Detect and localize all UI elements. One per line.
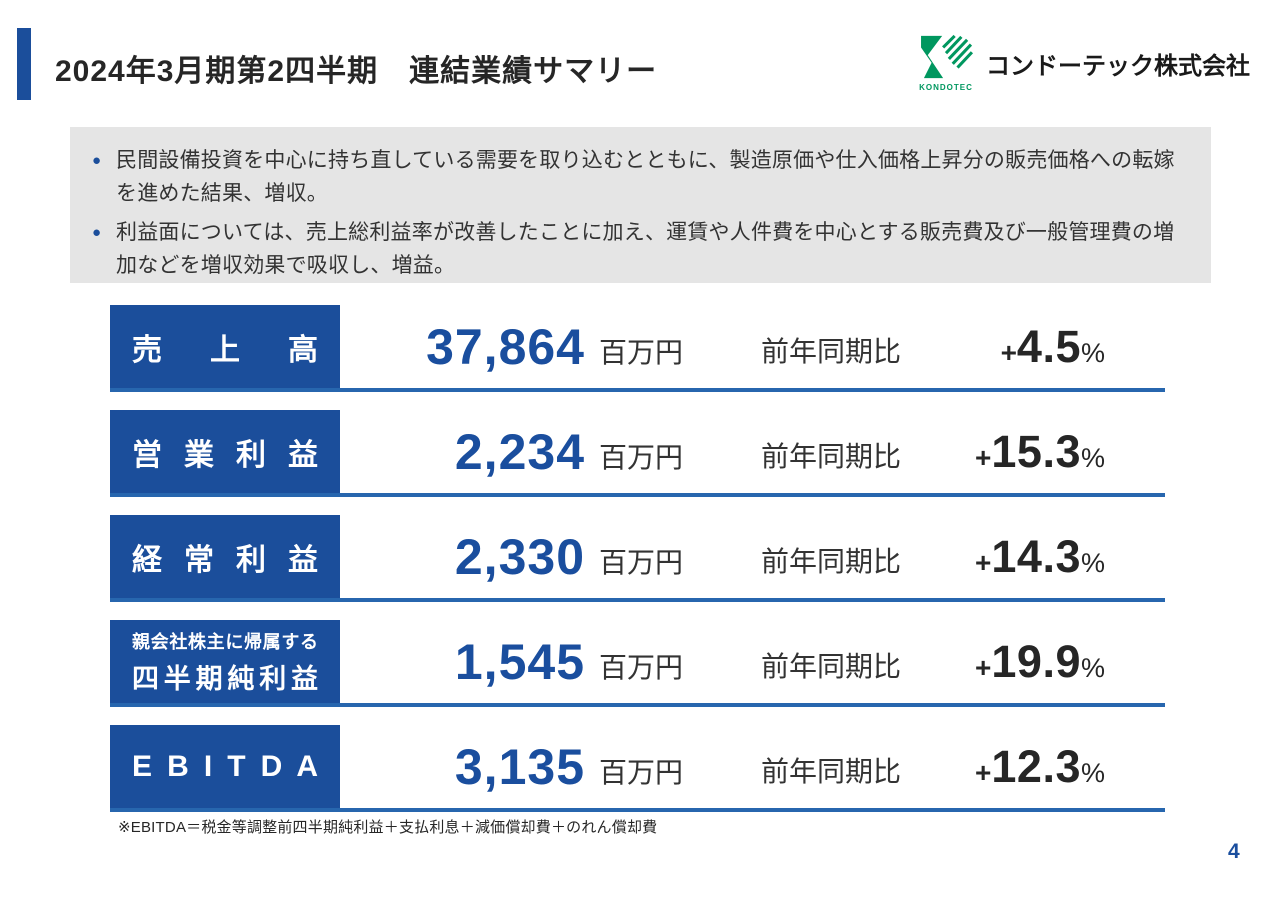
yoy-value-group: +12.3% xyxy=(901,741,1165,793)
yoy-value: 15.3 xyxy=(991,425,1081,477)
metric-main: 3,135 百万円 前年同期比 +12.3% xyxy=(340,725,1165,808)
title-accent-bar xyxy=(17,28,31,100)
summary-bullet-2: ● 利益面については、売上総利益率が改善したことに加え、運賃や人件費を中心とする… xyxy=(92,216,1189,282)
metric-unit: 百万円 xyxy=(599,336,684,368)
metric-label-text: 営 業 利 益 xyxy=(132,438,318,472)
slide-header: 2024年3月期第2四半期 連結業績サマリー KONDOTEC コンドーテック株… xyxy=(0,0,1280,110)
yoy-value-group: +15.3% xyxy=(901,426,1165,478)
summary-bullet-text: 利益面については、売上総利益率が改善したことに加え、運賃や人件費を中心とする販売… xyxy=(116,221,1175,277)
yoy-unit: % xyxy=(1080,757,1105,788)
metric-row-operating-income: 営 業 利 益 2,234 百万円 前年同期比 +15.3% xyxy=(110,410,1165,497)
metric-unit: 百万円 xyxy=(599,651,684,683)
metric-label-line1: 親会社株主に帰属する xyxy=(132,631,318,652)
metric-row-net-sales: 売 上 高 37,864 百万円 前年同期比 +4.5% xyxy=(110,305,1165,392)
yoy-sign: + xyxy=(1000,336,1017,368)
yoy-label: 前年同期比 xyxy=(761,650,902,682)
metric-row-ordinary-income: 経 常 利 益 2,330 百万円 前年同期比 +14.3% xyxy=(110,515,1165,602)
yoy-label: 前年同期比 xyxy=(761,545,902,577)
ebitda-footnote: ※EBITDA＝税金等調整前四半期純利益＋支払利息＋減価償却費＋のれん償却費 xyxy=(118,819,658,836)
yoy-value: 14.3 xyxy=(991,530,1081,582)
yoy-value: 12.3 xyxy=(991,740,1081,792)
metric-main: 1,545 百万円 前年同期比 +19.9% xyxy=(340,620,1165,703)
metric-label: 親会社株主に帰属する 四半期純利益 xyxy=(110,620,340,703)
metric-row-ebitda: E B I T D A 3,135 百万円 前年同期比 +12.3% xyxy=(110,725,1165,812)
page-number: 4 xyxy=(1228,840,1240,863)
metric-value: 2,234 xyxy=(454,423,585,480)
metric-label-line2: 四半期純利益 xyxy=(132,663,318,694)
yoy-value-group: +14.3% xyxy=(901,531,1165,583)
bullet-icon: ● xyxy=(92,224,102,241)
kondotec-k-icon: KONDOTEC xyxy=(914,34,978,92)
yoy-unit: % xyxy=(1080,442,1105,473)
bullet-icon: ● xyxy=(92,152,102,169)
yoy-sign: + xyxy=(975,756,992,788)
summary-bullet-1: ● 民間設備投資を中心に持ち直している需要を取り込むとともに、製造原価や仕入価格… xyxy=(92,144,1189,210)
metric-label-text: E B I T D A xyxy=(132,749,318,783)
yoy-sign: + xyxy=(975,651,992,683)
yoy-label: 前年同期比 xyxy=(761,335,902,367)
metric-label: 営 業 利 益 xyxy=(110,410,340,493)
yoy-sign: + xyxy=(975,546,992,578)
metric-unit: 百万円 xyxy=(599,756,684,788)
yoy-sign: + xyxy=(975,441,992,473)
metric-unit: 百万円 xyxy=(599,546,684,578)
yoy-unit: % xyxy=(1080,547,1105,578)
yoy-value-group: +19.9% xyxy=(901,636,1165,688)
metric-main: 2,234 百万円 前年同期比 +15.3% xyxy=(340,410,1165,493)
yoy-label: 前年同期比 xyxy=(761,440,902,472)
metric-main: 37,864 百万円 前年同期比 +4.5% xyxy=(340,305,1165,388)
metric-value: 37,864 xyxy=(426,318,585,375)
metric-label: 売 上 高 xyxy=(110,305,340,388)
metric-label-text: 売 上 高 xyxy=(132,333,318,367)
yoy-value-group: +4.5% xyxy=(901,321,1165,373)
metric-value: 3,135 xyxy=(454,738,585,795)
metric-main: 2,330 百万円 前年同期比 +14.3% xyxy=(340,515,1165,598)
yoy-value: 4.5 xyxy=(1016,320,1081,372)
page-title: 2024年3月期第2四半期 連結業績サマリー xyxy=(55,55,658,88)
metrics-list: 売 上 高 37,864 百万円 前年同期比 +4.5% 営 業 利 益 2,2… xyxy=(110,305,1165,830)
company-logo: KONDOTEC コンドーテック株式会社 xyxy=(914,34,1250,92)
metric-value: 1,545 xyxy=(454,633,585,690)
metric-row-quarterly-net-income: 親会社株主に帰属する 四半期純利益 1,545 百万円 前年同期比 +19.9% xyxy=(110,620,1165,707)
yoy-unit: % xyxy=(1080,337,1105,368)
logo-wordmark: KONDOTEC xyxy=(919,83,973,92)
company-name: コンドーテック株式会社 xyxy=(986,52,1250,80)
summary-bullet-text: 民間設備投資を中心に持ち直している需要を取り込むとともに、製造原価や仕入価格上昇… xyxy=(116,149,1175,205)
yoy-value: 19.9 xyxy=(991,635,1081,687)
metric-label: 経 常 利 益 xyxy=(110,515,340,598)
yoy-label: 前年同期比 xyxy=(761,755,902,787)
metric-unit: 百万円 xyxy=(599,441,684,473)
metric-label-text: 経 常 利 益 xyxy=(132,543,318,577)
metric-value: 2,330 xyxy=(454,528,585,585)
summary-box: ● 民間設備投資を中心に持ち直している需要を取り込むとともに、製造原価や仕入価格… xyxy=(70,127,1211,283)
metric-label: E B I T D A xyxy=(110,725,340,808)
yoy-unit: % xyxy=(1080,652,1105,683)
